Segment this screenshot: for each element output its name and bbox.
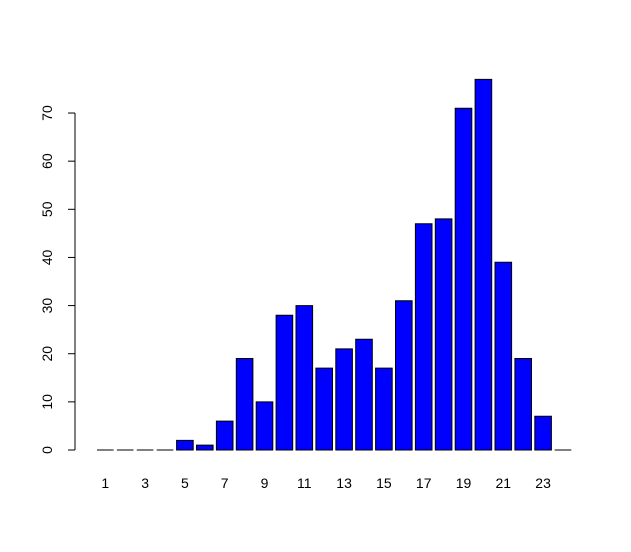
x-tick-label: 1 <box>101 475 109 491</box>
x-tick-label: 19 <box>456 475 472 491</box>
y-tick-label: 60 <box>39 153 55 169</box>
bar <box>295 305 314 451</box>
x-tick-label: 11 <box>297 475 312 491</box>
x-tick-label: 7 <box>221 475 229 491</box>
bar <box>474 78 493 451</box>
y-tick-label: 20 <box>39 346 55 362</box>
bar <box>454 107 473 451</box>
bar <box>514 358 532 451</box>
x-tick-label: 3 <box>141 475 149 491</box>
bar <box>395 300 413 451</box>
x-tick-label: 13 <box>336 475 352 491</box>
bar <box>235 358 254 451</box>
y-tick-label: 0 <box>39 446 55 454</box>
bar <box>335 348 353 451</box>
y-tick-label: 30 <box>39 298 55 314</box>
bar <box>255 401 274 451</box>
x-tick-label: 9 <box>261 475 269 491</box>
bar <box>196 444 214 451</box>
x-tick-label: 15 <box>376 475 392 491</box>
x-tick-label: 21 <box>496 475 512 491</box>
bar <box>494 261 513 451</box>
bar <box>375 367 393 451</box>
bar <box>355 338 373 451</box>
x-tick-label: 5 <box>181 475 189 491</box>
bar <box>176 439 194 451</box>
x-tick-label: 23 <box>535 475 551 491</box>
y-tick-label: 70 <box>39 105 55 121</box>
bar <box>434 218 453 451</box>
y-tick-label: 40 <box>39 249 55 265</box>
bar <box>215 420 234 451</box>
y-tick-label: 50 <box>39 201 55 217</box>
bar <box>275 314 294 451</box>
bar <box>414 223 433 451</box>
y-tick-label: 10 <box>39 394 55 410</box>
bar <box>534 415 552 451</box>
bar <box>315 367 333 451</box>
x-tick-label: 17 <box>416 475 432 491</box>
